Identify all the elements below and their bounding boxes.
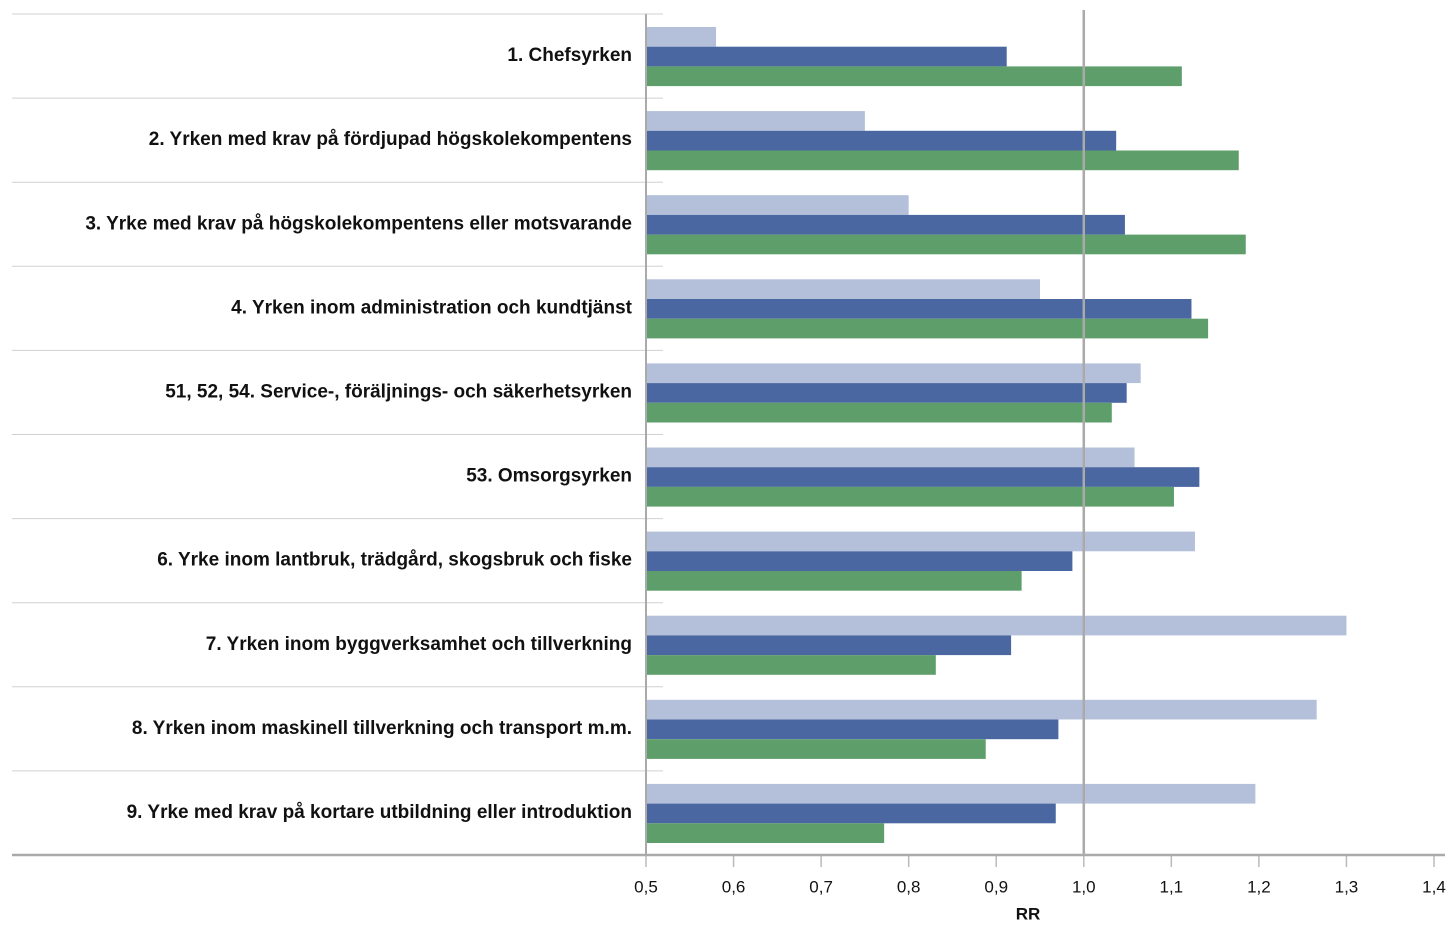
- bar: [646, 635, 1012, 656]
- bar: [646, 383, 1127, 403]
- bar: [646, 571, 1022, 591]
- bar: [646, 363, 1141, 384]
- bar: [646, 130, 1117, 151]
- bar: [646, 27, 717, 47]
- category-label: 1. Chefsyrken: [507, 45, 632, 66]
- category-label: 4. Yrken inom administration och kundtjä…: [231, 297, 633, 318]
- bar: [646, 214, 1125, 235]
- x-tick-label: 1,3: [1335, 877, 1359, 896]
- bar: [646, 46, 1007, 67]
- bar: [646, 111, 865, 131]
- bar: [646, 783, 1256, 804]
- bar: [646, 402, 1112, 423]
- bar: [646, 615, 1347, 636]
- bar: [646, 655, 936, 675]
- bar: [646, 739, 986, 759]
- bar: [646, 699, 1317, 720]
- category-label: 51, 52, 54. Service-, föräljnings- och s…: [165, 381, 632, 402]
- bar: [646, 803, 1056, 824]
- bar: [646, 299, 1192, 319]
- x-tick-label: 1,4: [1422, 877, 1446, 896]
- category-label: 8. Yrken inom maskinell tillverkning och…: [132, 718, 632, 739]
- x-tick-label: 1,1: [1160, 877, 1184, 896]
- x-tick-label: 1,0: [1072, 877, 1096, 896]
- x-tick-label: 0,6: [722, 877, 746, 896]
- category-label: 7. Yrken inom byggverksamhet och tillver…: [206, 634, 632, 655]
- bar: [646, 66, 1182, 87]
- x-tick-label: 0,8: [897, 877, 921, 896]
- bar: [646, 531, 1195, 552]
- x-axis-label: RR: [1016, 904, 1041, 923]
- bar: [646, 279, 1040, 299]
- bar: [646, 234, 1246, 255]
- bar: [646, 486, 1174, 507]
- category-label: 9. Yrke med krav på kortare utbildning e…: [127, 802, 632, 823]
- x-tick-label: 0,5: [634, 877, 658, 896]
- category-label: 3. Yrke med krav på högskolekompentens e…: [85, 213, 632, 234]
- category-label: 53. Omsorgsyrken: [466, 466, 632, 487]
- bar: [646, 467, 1200, 487]
- bar: [646, 823, 885, 843]
- category-label: 2. Yrken med krav på fördjupad högskolek…: [149, 129, 632, 150]
- category-label: 6. Yrke inom lantbruk, trädgård, skogsbr…: [157, 550, 632, 571]
- bar: [646, 447, 1135, 468]
- bar: [646, 318, 1209, 339]
- bar: [646, 719, 1059, 740]
- x-tick-label: 0,7: [809, 877, 833, 896]
- x-tick-label: 0,9: [984, 877, 1008, 896]
- x-tick-label: 1,2: [1247, 877, 1271, 896]
- bar: [646, 150, 1239, 171]
- bar: [646, 195, 909, 215]
- bar: [646, 551, 1073, 571]
